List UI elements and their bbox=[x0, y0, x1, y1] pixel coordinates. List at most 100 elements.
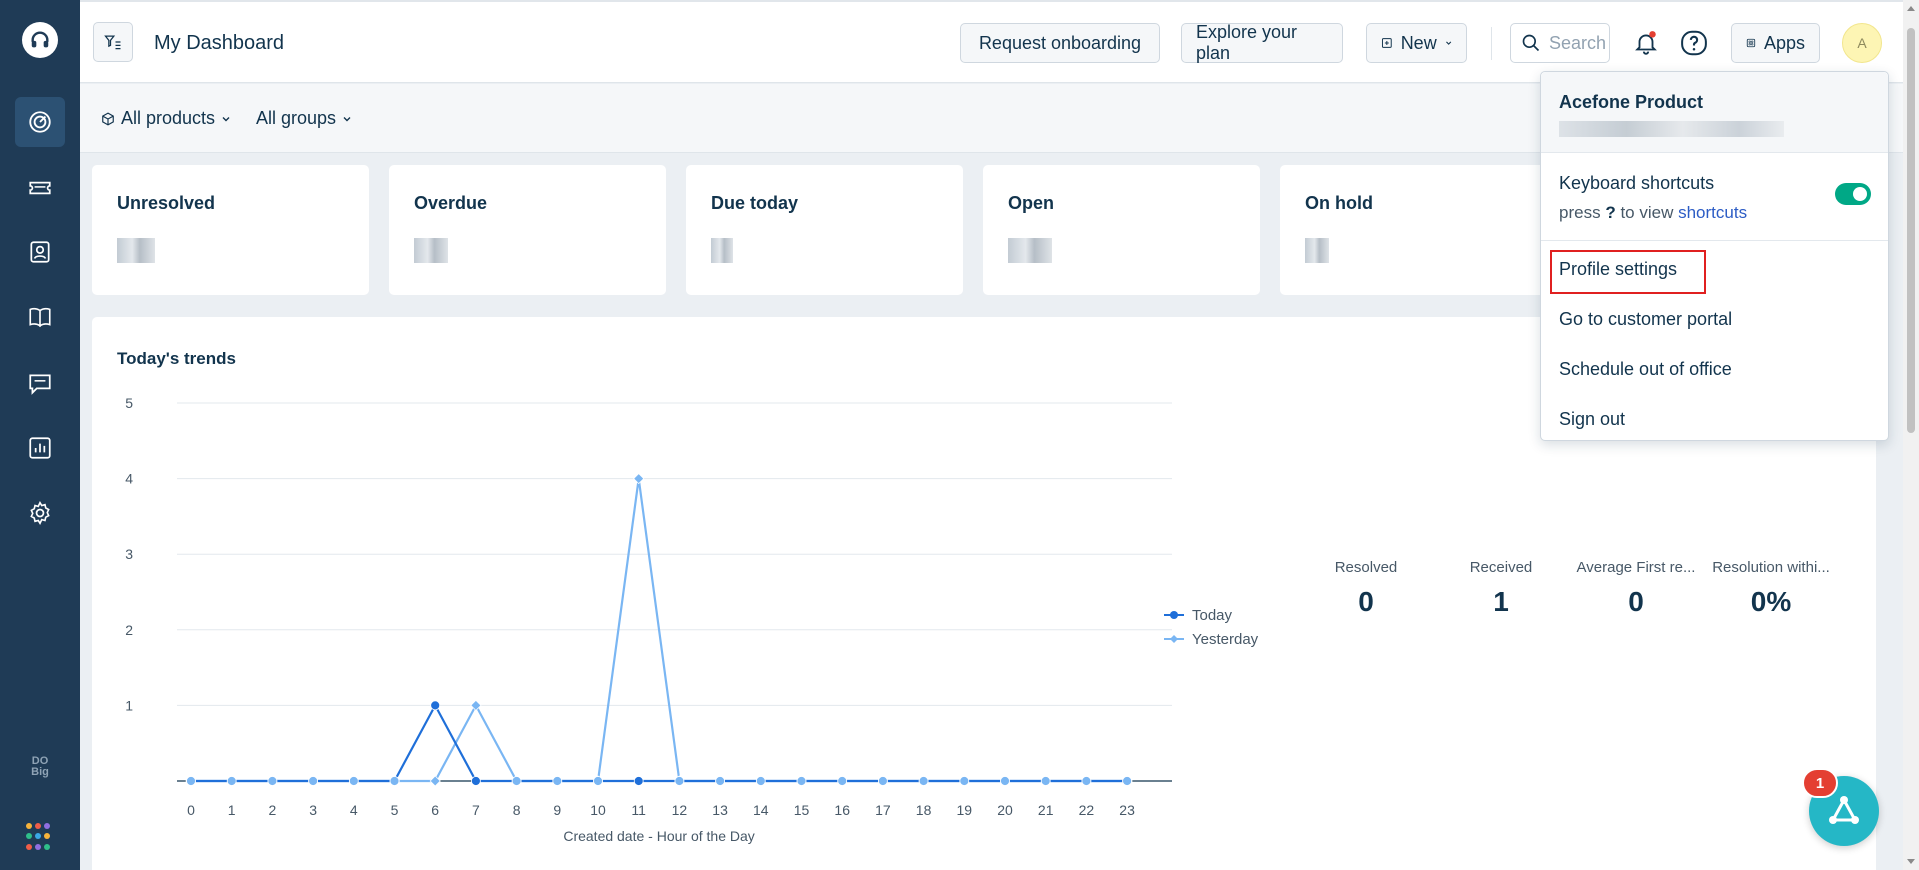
redacted-value bbox=[414, 238, 448, 263]
metric-value: 0 bbox=[1628, 586, 1644, 617]
sidebar-item-dashboard[interactable] bbox=[15, 97, 65, 147]
stat-card-title: Open bbox=[1008, 193, 1055, 213]
metric-resolved: Resolved 0 bbox=[1301, 559, 1431, 618]
apps-grid-dot bbox=[44, 843, 50, 850]
ticket-icon bbox=[29, 181, 51, 195]
menu-item-customer-portal[interactable]: Go to customer portal bbox=[1559, 309, 1733, 329]
redacted-email bbox=[1559, 121, 1784, 137]
network-icon bbox=[1829, 796, 1859, 824]
stat-card-title: Overdue bbox=[414, 193, 488, 213]
data-point-overlap bbox=[226, 776, 237, 786]
book-icon bbox=[29, 307, 51, 328]
shortcuts-hint-view: to view bbox=[1620, 203, 1674, 222]
metric-value: 1 bbox=[1493, 586, 1509, 617]
search-input[interactable]: Search bbox=[1510, 23, 1610, 63]
stat-card-open[interactable]: Open bbox=[983, 165, 1260, 295]
apps-grid-dot bbox=[26, 833, 32, 840]
products-filter[interactable]: All products bbox=[101, 108, 231, 129]
data-point-overlap bbox=[796, 776, 807, 786]
filter-toggle-button[interactable] bbox=[93, 22, 133, 62]
x-tick-label: 12 bbox=[672, 802, 688, 818]
apps-grid-icon[interactable] bbox=[26, 823, 54, 851]
metric-value: 0 bbox=[1358, 586, 1374, 617]
scroll-down-arrow-icon[interactable] bbox=[1903, 854, 1919, 868]
help-button[interactable] bbox=[1674, 23, 1714, 63]
data-point-overlap bbox=[959, 776, 970, 786]
metric-resolution-within-sla: Resolution withi... 0% bbox=[1706, 559, 1836, 618]
data-point-overlap bbox=[552, 776, 563, 786]
legend-yesterday-label: Yesterday bbox=[1192, 630, 1259, 648]
stat-card-overdue[interactable]: Overdue bbox=[389, 165, 666, 295]
menu-item-out-of-office[interactable]: Schedule out of office bbox=[1559, 359, 1732, 379]
apps-button[interactable]: Apps bbox=[1731, 23, 1820, 63]
data-point-yesterday bbox=[429, 775, 441, 787]
explore-plan-button[interactable]: Explore your plan bbox=[1181, 22, 1343, 63]
menu-item-sign-out[interactable]: Sign out bbox=[1559, 409, 1626, 429]
sidebar-item-admin[interactable] bbox=[15, 488, 65, 538]
legend-today-marker bbox=[1164, 611, 1184, 619]
x-tick-label: 6 bbox=[431, 802, 439, 818]
notifications-button[interactable] bbox=[1626, 23, 1666, 63]
chevron-down-icon bbox=[222, 116, 230, 121]
chat-icon bbox=[29, 374, 51, 395]
sidebar-item-tickets[interactable] bbox=[15, 163, 65, 213]
x-tick-label: 0 bbox=[187, 802, 195, 818]
menu-divider bbox=[1541, 240, 1888, 241]
stat-card-unresolved[interactable]: Unresolved bbox=[92, 165, 369, 295]
data-point-yesterday bbox=[633, 473, 645, 485]
metric-label: Resolution withi... bbox=[1712, 559, 1830, 576]
y-tick-label: 4 bbox=[125, 471, 133, 487]
redacted-value bbox=[1305, 238, 1329, 263]
legend-yesterday[interactable]: Yesterday bbox=[1164, 627, 1258, 651]
apps-grid-dot bbox=[44, 833, 50, 840]
sidebar-item-solutions[interactable] bbox=[15, 292, 65, 342]
stat-card-due-today[interactable]: Due today bbox=[686, 165, 963, 295]
series-line-today bbox=[191, 703, 1128, 783]
scrollbar-thumb[interactable] bbox=[1907, 28, 1915, 433]
data-point-today bbox=[470, 776, 481, 786]
header-divider bbox=[1491, 27, 1492, 60]
app-logo-icon[interactable] bbox=[22, 22, 58, 58]
x-tick-label: 9 bbox=[553, 802, 561, 818]
shortcuts-link[interactable]: shortcuts bbox=[1678, 203, 1748, 222]
sidebar-item-contacts[interactable] bbox=[15, 227, 65, 277]
dobig-logo[interactable]: DO Big bbox=[31, 755, 49, 778]
data-point-today bbox=[633, 776, 644, 786]
legend-today-label: Today bbox=[1192, 606, 1233, 624]
stat-card-on-hold[interactable]: On hold bbox=[1280, 165, 1557, 295]
redacted-value bbox=[711, 238, 733, 263]
keyboard-shortcuts-toggle[interactable] bbox=[1835, 183, 1871, 205]
data-point-overlap bbox=[511, 776, 522, 786]
menu-item-profile-settings[interactable]: Profile settings bbox=[1559, 259, 1678, 279]
request-onboarding-button[interactable]: Request onboarding bbox=[960, 23, 1160, 63]
legend-yesterday-marker bbox=[1164, 635, 1184, 643]
chevron-down-icon bbox=[1445, 41, 1451, 45]
sidebar-item-analytics[interactable] bbox=[15, 423, 65, 473]
legend-today[interactable]: Today bbox=[1164, 603, 1258, 627]
x-tick-label: 2 bbox=[269, 802, 277, 818]
sidebar-item-discussions[interactable] bbox=[15, 358, 65, 408]
apps-button-label: Apps bbox=[1763, 32, 1805, 53]
metric-value: 0% bbox=[1750, 586, 1792, 617]
scroll-up-arrow-icon[interactable] bbox=[1903, 2, 1919, 16]
x-tick-label: 11 bbox=[631, 802, 646, 818]
x-tick-label: 22 bbox=[1079, 802, 1095, 818]
data-point-overlap bbox=[837, 776, 848, 786]
chat-unread-badge: 1 bbox=[1802, 768, 1838, 798]
x-tick-label: 3 bbox=[309, 802, 317, 818]
stat-card-title: Unresolved bbox=[117, 193, 216, 213]
data-point-overlap bbox=[1000, 776, 1010, 786]
apps-grid-dot bbox=[35, 843, 41, 850]
metric-label: Average First re... bbox=[1576, 559, 1696, 576]
groups-filter[interactable]: All groups bbox=[256, 108, 352, 129]
avatar[interactable]: A bbox=[1842, 23, 1882, 63]
page-title: My Dashboard bbox=[154, 32, 285, 54]
page-scrollbar[interactable] bbox=[1903, 0, 1919, 870]
box-icon bbox=[102, 111, 114, 126]
data-point-overlap bbox=[593, 776, 603, 786]
apps-icon bbox=[1746, 38, 1756, 48]
new-button[interactable]: New bbox=[1366, 23, 1467, 63]
shortcuts-hint-key: ? bbox=[1605, 203, 1616, 222]
keyboard-shortcuts-label: Keyboard shortcuts bbox=[1559, 173, 1715, 193]
